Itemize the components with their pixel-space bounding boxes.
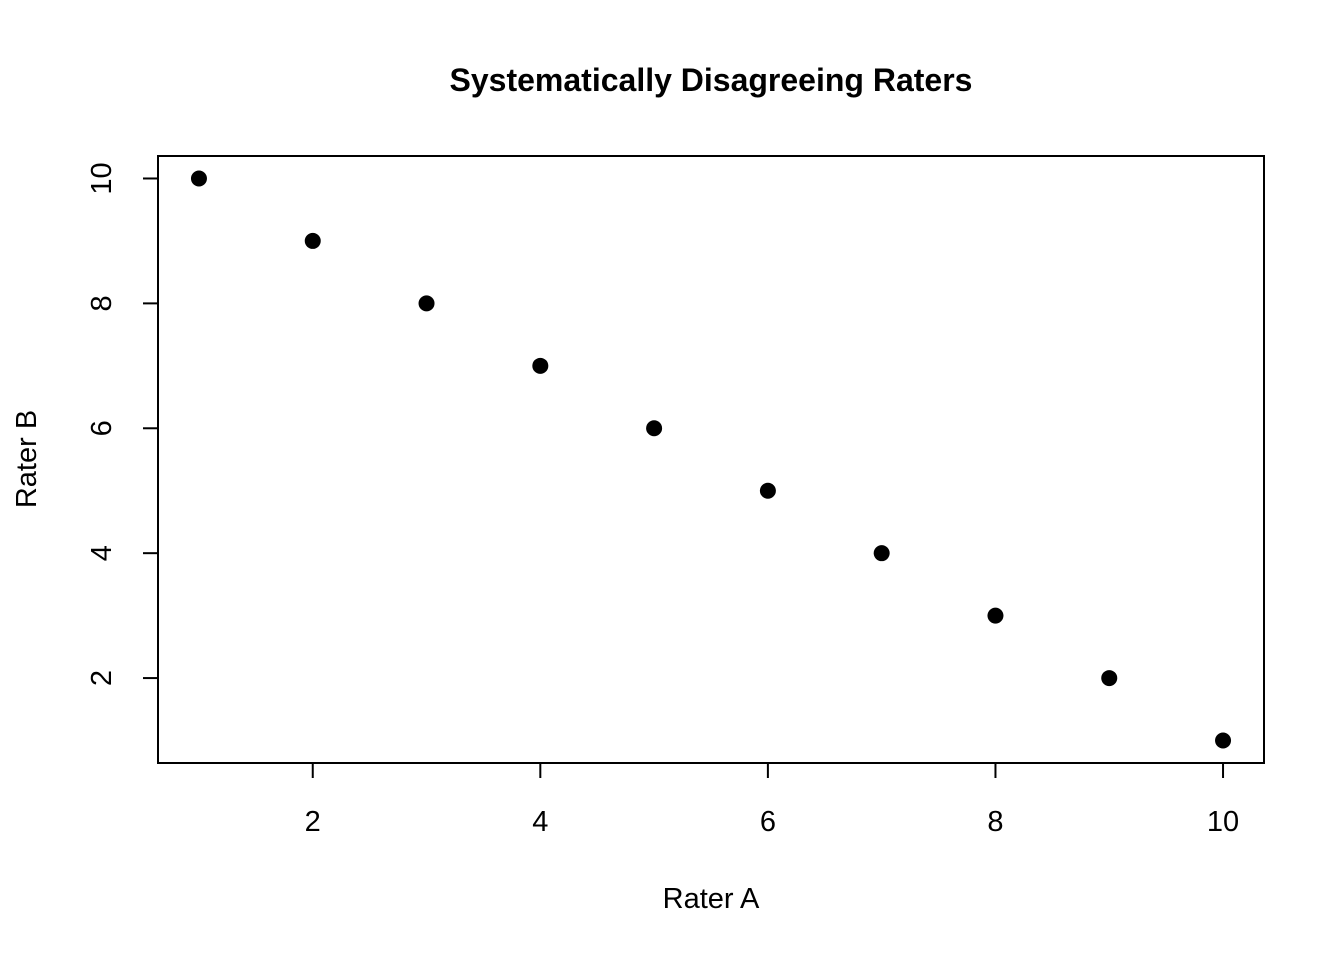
y-tick-label: 4: [86, 545, 118, 561]
data-point: [1101, 670, 1118, 687]
x-axis-label: Rater A: [663, 883, 760, 915]
plot-box: [157, 155, 1265, 764]
data-point: [873, 545, 890, 562]
y-axis-label: Rater B: [11, 410, 43, 508]
y-tick-label: 8: [86, 295, 118, 311]
data-point: [190, 170, 207, 187]
x-tick-label: 10: [1207, 806, 1239, 838]
y-tick-label: 2: [86, 670, 118, 686]
y-tick-label: 10: [86, 162, 118, 194]
x-axis-ticks: 2 4 6 8 10: [305, 763, 1239, 838]
data-point: [646, 420, 663, 437]
data-point: [759, 482, 776, 499]
data-point: [532, 357, 549, 374]
x-tick-label: 6: [760, 806, 776, 838]
data-points: [190, 170, 1232, 749]
x-tick-label: 4: [532, 806, 548, 838]
y-tick-label: 6: [86, 420, 118, 436]
chart-title: Systematically Disagreeing Raters: [450, 62, 973, 98]
x-tick-label: 2: [305, 806, 321, 838]
data-point: [987, 607, 1004, 624]
data-point: [1215, 732, 1232, 749]
x-tick-label: 8: [987, 806, 1003, 838]
data-point: [304, 232, 321, 249]
data-point: [418, 295, 435, 312]
y-axis-ticks: 2 4 6 8 10: [86, 162, 158, 686]
